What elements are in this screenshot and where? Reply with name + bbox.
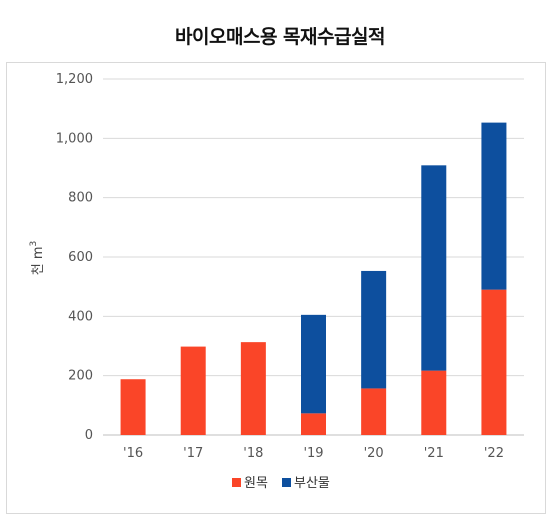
y-tick-label: 1,200 [56, 72, 93, 87]
bar-busanmul [421, 165, 447, 371]
bar-busanmul [481, 122, 507, 290]
legend-swatch [282, 478, 291, 487]
y-tick-label: 400 [68, 309, 93, 324]
y-tick-label: 200 [68, 369, 93, 384]
legend-label: 부산물 [294, 476, 330, 491]
y-tick-label: 800 [68, 191, 93, 206]
bar-busanmul [361, 270, 387, 389]
y-axis-label: 천 m3 [29, 241, 46, 276]
x-tick-label: '22 [484, 446, 504, 461]
bar-wonmok [120, 379, 146, 435]
y-tick-label: 600 [68, 250, 93, 265]
x-tick-label: '19 [303, 446, 323, 461]
y-tick-label: 1,000 [56, 131, 93, 146]
y-tick-label: 0 [85, 428, 93, 443]
bar-busanmul [301, 314, 326, 414]
bars [120, 122, 507, 435]
bar-wonmok [421, 370, 447, 435]
x-tick-label: '18 [243, 446, 263, 461]
y-axis-ticks: 0 200 400 600 800 1,000 1,200 [56, 72, 93, 443]
legend-swatch [232, 478, 241, 487]
chart-frame [6, 62, 546, 514]
bar-wonmok [361, 388, 387, 435]
chart-title: 바이오매스용 목재수급실적 [175, 26, 385, 48]
y-axis-label-text: 천 m [31, 246, 46, 275]
x-tick-label: '20 [364, 446, 384, 461]
legend: 원목 부산물 [232, 476, 330, 491]
bar-wonmok [481, 289, 507, 435]
x-tick-label: '17 [183, 446, 203, 461]
x-tick-label: '21 [424, 446, 444, 461]
legend-label: 원목 [244, 476, 268, 491]
x-axis-ticks: '16 '17 '18 '19 '20 '21 '22 [123, 446, 504, 461]
bar-wonmok [180, 346, 206, 435]
bar-wonmok [240, 342, 266, 435]
bar-wonmok [301, 413, 326, 435]
y-axis-label-superscript: 3 [29, 241, 39, 247]
x-tick-label: '16 [123, 446, 143, 461]
